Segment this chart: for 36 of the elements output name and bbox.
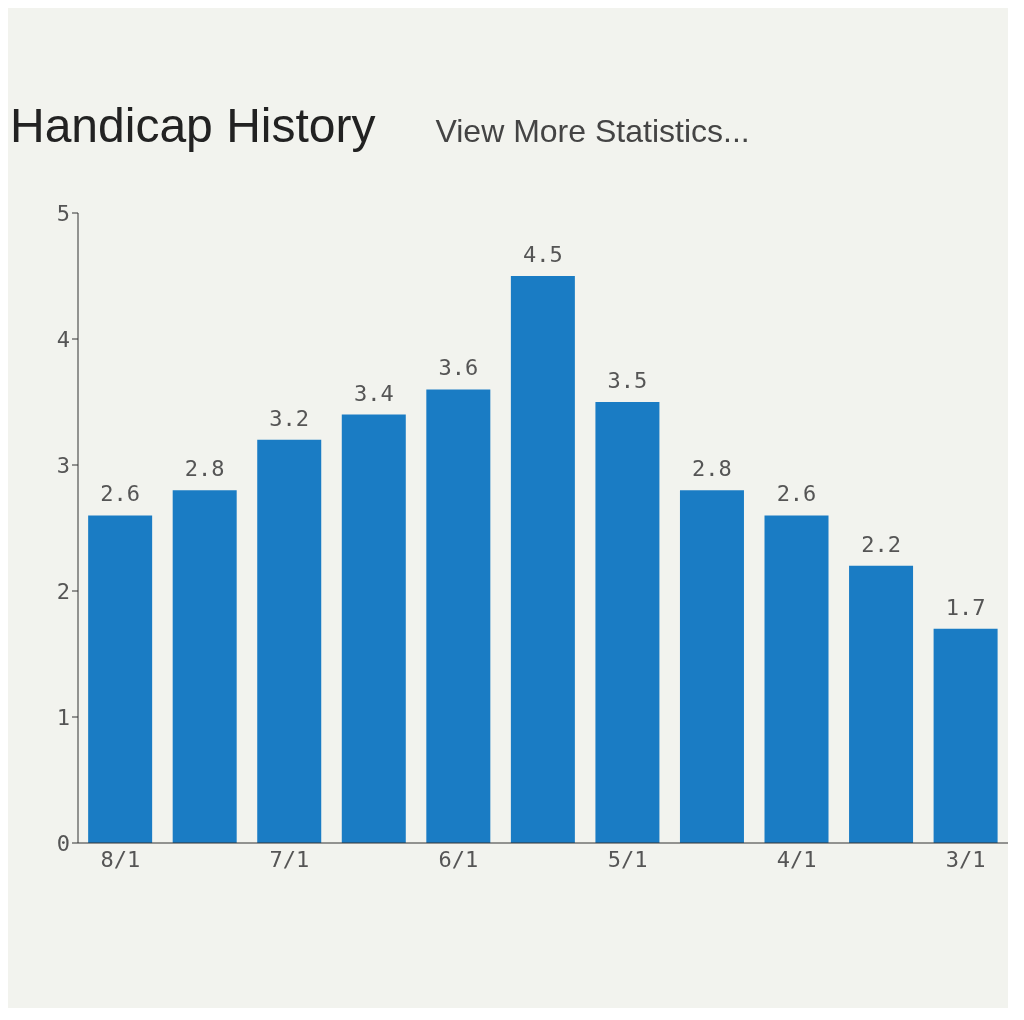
data-label: 3.4 (353, 380, 394, 406)
bar (426, 389, 491, 843)
x-tick-label: 7/1 (269, 846, 310, 872)
bar (341, 414, 406, 843)
data-label: 2.6 (776, 481, 817, 507)
data-label: 2.6 (100, 481, 141, 507)
data-label: 2.2 (861, 531, 901, 557)
bar (764, 515, 829, 843)
x-tick-label: 4/1 (776, 846, 817, 872)
bar (595, 402, 660, 843)
chart-title: Handicap History (10, 98, 376, 153)
bar (88, 515, 153, 843)
x-tick-label: 5/1 (607, 846, 648, 872)
y-tick-label: 4 (56, 326, 70, 352)
data-label: 3.5 (607, 368, 648, 393)
data-label: 3.2 (269, 405, 310, 431)
data-label: 1.7 (945, 594, 986, 620)
data-label: 3.6 (438, 355, 479, 381)
y-tick-label: 2 (56, 578, 70, 604)
bar (172, 490, 237, 843)
x-tick-label: 3/1 (945, 846, 986, 872)
y-tick-label: 0 (56, 830, 70, 856)
bar (933, 628, 998, 843)
data-label: 4.5 (523, 242, 563, 267)
y-tick-label: 5 (56, 200, 70, 226)
bar (510, 276, 575, 843)
bar (679, 490, 744, 843)
y-tick-label: 1 (56, 704, 70, 730)
x-tick-label: 6/1 (438, 846, 479, 872)
bar (849, 565, 914, 843)
data-label: 2.8 (692, 456, 732, 482)
chart-subtitle: View More Statistics... (435, 113, 750, 150)
x-tick-label: 8/1 (100, 846, 141, 872)
y-tick-label: 3 (56, 452, 70, 478)
bar (257, 439, 322, 843)
data-label: 2.8 (184, 456, 225, 482)
